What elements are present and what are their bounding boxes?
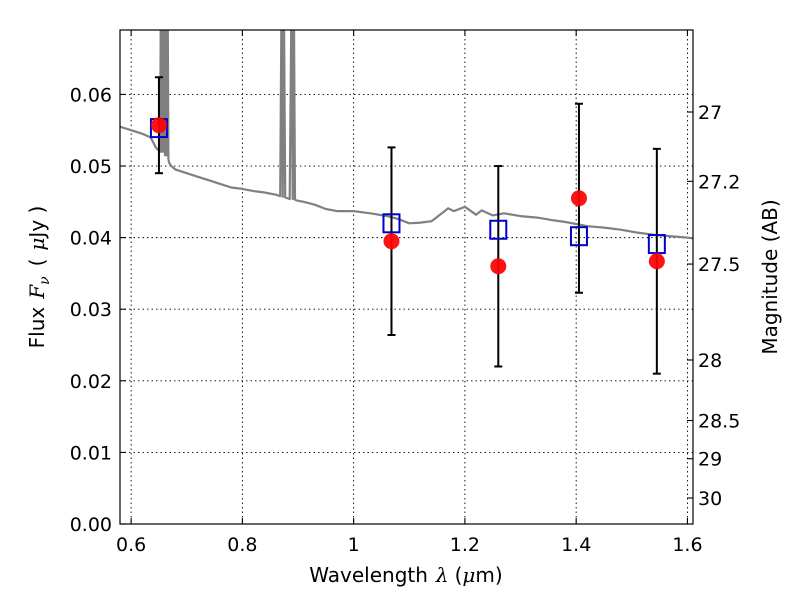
y2-axis-label: Magnitude (AB) [758, 199, 782, 354]
y2-tick-label: 28.5 [698, 411, 740, 433]
x-tick-label: 0.8 [227, 534, 257, 556]
plot-area [120, 30, 693, 375]
x-tick-label: 1.4 [561, 534, 591, 556]
x-axis-label: Wavelength λ (μm) [309, 563, 502, 587]
y-axis-label: FluxFν(μJy ) [25, 206, 53, 349]
y2-tick-label: 27.2 [698, 171, 740, 193]
y2-tick-label: 29 [698, 449, 722, 471]
model-point [489, 219, 508, 240]
y2-tick-label: 28 [698, 350, 722, 372]
y2-tick-label: 27.5 [698, 254, 740, 276]
model-point [569, 226, 588, 247]
y-tick-label: 0.05 [70, 156, 112, 178]
spectrum-line [120, 30, 693, 240]
x-tick-label: 1.6 [672, 534, 702, 556]
y2-tick-label: 30 [698, 488, 722, 510]
observed-point [648, 253, 665, 270]
y-tick-label: 0.03 [70, 299, 112, 321]
model-point [647, 234, 666, 255]
y-tick-label: 0.00 [70, 514, 112, 536]
observed-point [570, 190, 587, 207]
x-tick-label: 0.6 [116, 534, 146, 556]
x-tick-label: 1 [348, 534, 360, 556]
observed-point [150, 117, 167, 134]
model-point [382, 213, 401, 234]
axis-ticks: 0.6 0.8 1 1.2 1.4 1.6 0.00 0.01 0.02 0.03 0.04 0.05… [70, 30, 740, 556]
observed-point [383, 233, 400, 250]
plot-frame [119, 29, 694, 525]
y2-tick-label: 27 [698, 102, 722, 124]
y-tick-label: 0.06 [70, 84, 112, 106]
x-tick-label: 1.2 [450, 534, 480, 556]
y-tick-label: 0.02 [70, 371, 112, 393]
y-tick-label: 0.04 [70, 228, 112, 250]
y-tick-label: 0.01 [70, 442, 112, 464]
observed-point [490, 258, 507, 275]
